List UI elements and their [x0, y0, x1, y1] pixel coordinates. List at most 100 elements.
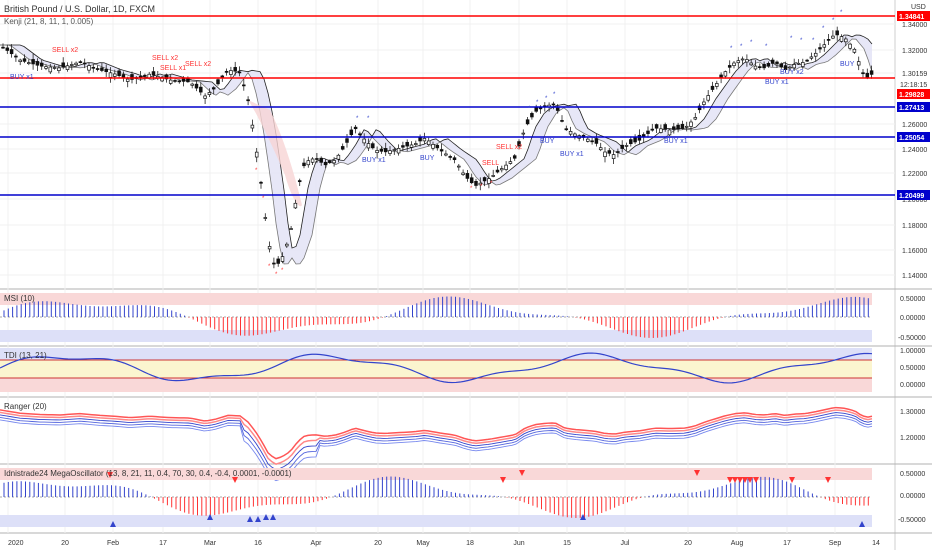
- candle-body: [186, 77, 190, 83]
- candle-body: [87, 65, 91, 71]
- candle-body: [237, 71, 242, 74]
- candle: [35, 58, 40, 71]
- candle: [680, 120, 685, 130]
- price-tick: 1.18000: [902, 223, 927, 230]
- candle: [852, 47, 857, 54]
- candle-body: [70, 64, 74, 66]
- signal-label: BUY x1: [765, 79, 789, 86]
- tdi-title: TDI (13, 21): [4, 351, 47, 360]
- candle: [452, 155, 457, 164]
- candle: [319, 156, 323, 166]
- signal-star: *: [812, 38, 815, 44]
- candle: [689, 119, 693, 132]
- candle: [5, 44, 10, 55]
- candle: [487, 173, 491, 189]
- candle: [194, 80, 199, 92]
- candle: [104, 64, 108, 77]
- candle: [826, 33, 831, 46]
- candle: [676, 122, 680, 133]
- candle-body: [44, 66, 48, 69]
- candle-body: [130, 74, 134, 80]
- tdi-panel: [0, 348, 873, 392]
- chart-title: British Pound / U.S. Dollar, 1D, FXCM: [4, 4, 155, 14]
- candle-body: [775, 61, 779, 64]
- candle: [259, 180, 263, 189]
- candle: [168, 74, 173, 86]
- candle-body: [27, 62, 31, 64]
- signal-label: SELL x2: [185, 61, 211, 68]
- candle: [715, 80, 719, 90]
- mega-sell-arrow: [107, 472, 113, 478]
- candle-body: [856, 61, 861, 66]
- candle-body: [749, 62, 753, 66]
- mega-sell-arrow: [737, 477, 743, 483]
- candle: [422, 132, 427, 145]
- candle: [495, 166, 500, 174]
- candle: [607, 148, 612, 157]
- candle: [598, 142, 603, 152]
- signal-label: BUY x1: [664, 138, 688, 145]
- signal-label: BUY x1: [560, 151, 584, 158]
- candle: [87, 62, 91, 74]
- time-tick: Apr: [311, 540, 323, 547]
- svg-text:-0.50000: -0.50000: [898, 517, 926, 524]
- signal-label: BUY x2: [780, 69, 804, 76]
- candle: [366, 138, 371, 152]
- candle-body: [586, 138, 590, 142]
- candle: [143, 73, 147, 81]
- msi-panel: [0, 293, 872, 342]
- time-tick: Jul: [621, 540, 630, 547]
- candle-body: [177, 80, 182, 83]
- candle: [233, 61, 237, 76]
- mega-sell-arrow: [732, 477, 738, 483]
- megaoscillator-panel: [0, 468, 872, 527]
- msi-overbought-zone: [0, 293, 872, 305]
- candle-body: [732, 62, 736, 66]
- candle: [323, 159, 328, 169]
- candle: [697, 103, 702, 114]
- candle: [78, 60, 83, 64]
- candle-body: [125, 78, 130, 82]
- candle-body: [813, 52, 818, 57]
- candle: [856, 56, 861, 71]
- candle: [603, 147, 607, 163]
- candle: [237, 66, 242, 77]
- candle-body: [826, 39, 831, 41]
- candle: [818, 43, 822, 53]
- candle: [216, 78, 220, 86]
- time-tick: May: [416, 540, 430, 547]
- candle-body: [345, 138, 349, 143]
- candle: [809, 52, 814, 61]
- signal-label: BUY x1: [10, 74, 34, 81]
- candle-body: [293, 202, 298, 209]
- candle-body: [328, 160, 332, 163]
- candle-body: [663, 124, 667, 130]
- time-tick: 20: [684, 540, 692, 547]
- tdi-lower-zone: [0, 378, 872, 392]
- msi-title: MSI (10): [4, 294, 35, 303]
- candle-body: [143, 74, 147, 77]
- mega-buy-arrow: [580, 514, 586, 520]
- candle: [745, 54, 749, 67]
- candle-body: [680, 123, 685, 129]
- candle-body: [461, 172, 465, 175]
- signal-label: SELL x2: [52, 47, 78, 54]
- candle: [620, 140, 624, 153]
- candle-body: [297, 180, 302, 183]
- candle: [224, 68, 229, 76]
- candle-body: [250, 124, 255, 129]
- time-tick: Aug: [731, 540, 744, 547]
- candle-body: [805, 59, 809, 62]
- candle-body: [676, 124, 680, 130]
- candle-body: [194, 83, 199, 89]
- candle: [272, 257, 276, 269]
- candle: [693, 112, 698, 121]
- price-axis: 1.34000 1.32000 1.30159 12:18:15 1.26000…: [900, 22, 927, 280]
- candle-body: [203, 95, 207, 99]
- candle-body: [745, 59, 749, 63]
- candle-body: [788, 66, 792, 69]
- candle-body: [560, 120, 564, 122]
- candle: [508, 157, 513, 165]
